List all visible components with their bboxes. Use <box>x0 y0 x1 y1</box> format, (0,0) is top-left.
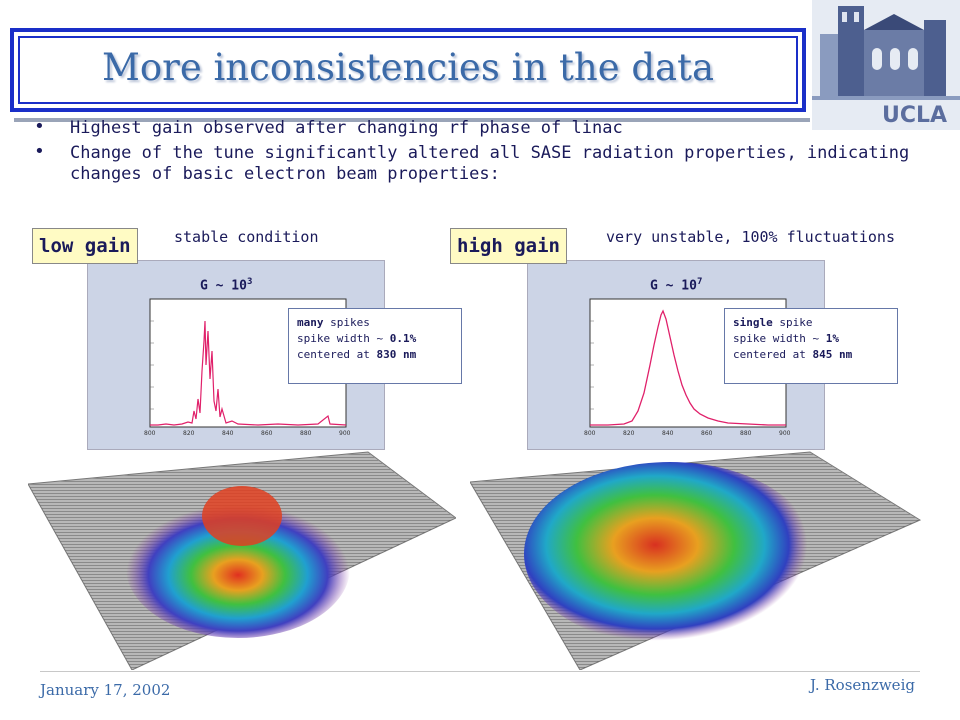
x-tick-label: 880 <box>300 430 312 437</box>
logo-text: UCLA <box>882 103 947 128</box>
left-condition-label: stable condition <box>174 228 319 246</box>
x-tick-label: 800 <box>584 430 596 437</box>
bullet-dot-icon: • <box>34 141 45 162</box>
bullet-text: Change of the tune significantly altered… <box>70 143 910 184</box>
note-line: many spikes <box>297 316 370 329</box>
bullet-item: • Highest gain observed after changing r… <box>32 116 912 139</box>
left-x-ticks: 800 820 840 860 880 900 <box>144 430 351 437</box>
right-x-ticks: 800 820 840 860 880 900 <box>584 430 791 437</box>
left-gain-label: G ~ 103 <box>200 277 253 294</box>
x-tick-label: 900 <box>339 430 351 437</box>
title-inner-border <box>18 36 798 104</box>
x-tick-label: 820 <box>623 430 635 437</box>
bullet-dot-icon: • <box>34 116 45 137</box>
high-gain-tag: high gain <box>450 228 567 264</box>
right-note-box: single spike spike width ~ 1% centered a… <box>724 308 898 384</box>
x-tick-label: 860 <box>261 430 273 437</box>
x-tick-label: 840 <box>222 430 234 437</box>
ucla-logo: UCLA <box>812 0 960 130</box>
bullet-item: • Change of the tune significantly alter… <box>32 141 912 185</box>
note-line: spike width ~ 0.1% <box>297 332 417 345</box>
left-note-box: many spikes spike width ~ 0.1% centered … <box>288 308 462 384</box>
title-frame: More inconsistencies in the data <box>10 28 806 112</box>
bullet-list: • Highest gain observed after changing r… <box>32 116 912 189</box>
right-surface-plot-image <box>469 448 930 674</box>
footer-author: J. Rosenzweig <box>810 676 915 694</box>
note-line: spike width ~ 1% <box>733 332 839 345</box>
x-tick-label: 860 <box>701 430 713 437</box>
x-tick-label: 840 <box>662 430 674 437</box>
x-tick-label: 820 <box>183 430 195 437</box>
footer-date: January 17, 2002 <box>40 681 171 699</box>
x-tick-label: 880 <box>740 430 752 437</box>
x-tick-label: 800 <box>144 430 156 437</box>
note-line: single spike <box>733 316 813 329</box>
right-condition-label: very unstable, 100% fluctuations <box>606 228 895 246</box>
note-line: centered at 830 nm <box>297 348 417 361</box>
low-gain-tag: low gain <box>32 228 138 264</box>
left-surface-plot-image <box>27 448 457 674</box>
slide-title: More inconsistencies in the data <box>101 46 715 89</box>
note-line: centered at 845 nm <box>733 348 853 361</box>
right-gain-label: G ~ 107 <box>650 277 703 294</box>
x-tick-label: 900 <box>779 430 791 437</box>
title-shadow <box>14 118 810 122</box>
footer-divider <box>40 671 920 672</box>
bullet-text: Highest gain observed after changing rf … <box>70 118 623 138</box>
